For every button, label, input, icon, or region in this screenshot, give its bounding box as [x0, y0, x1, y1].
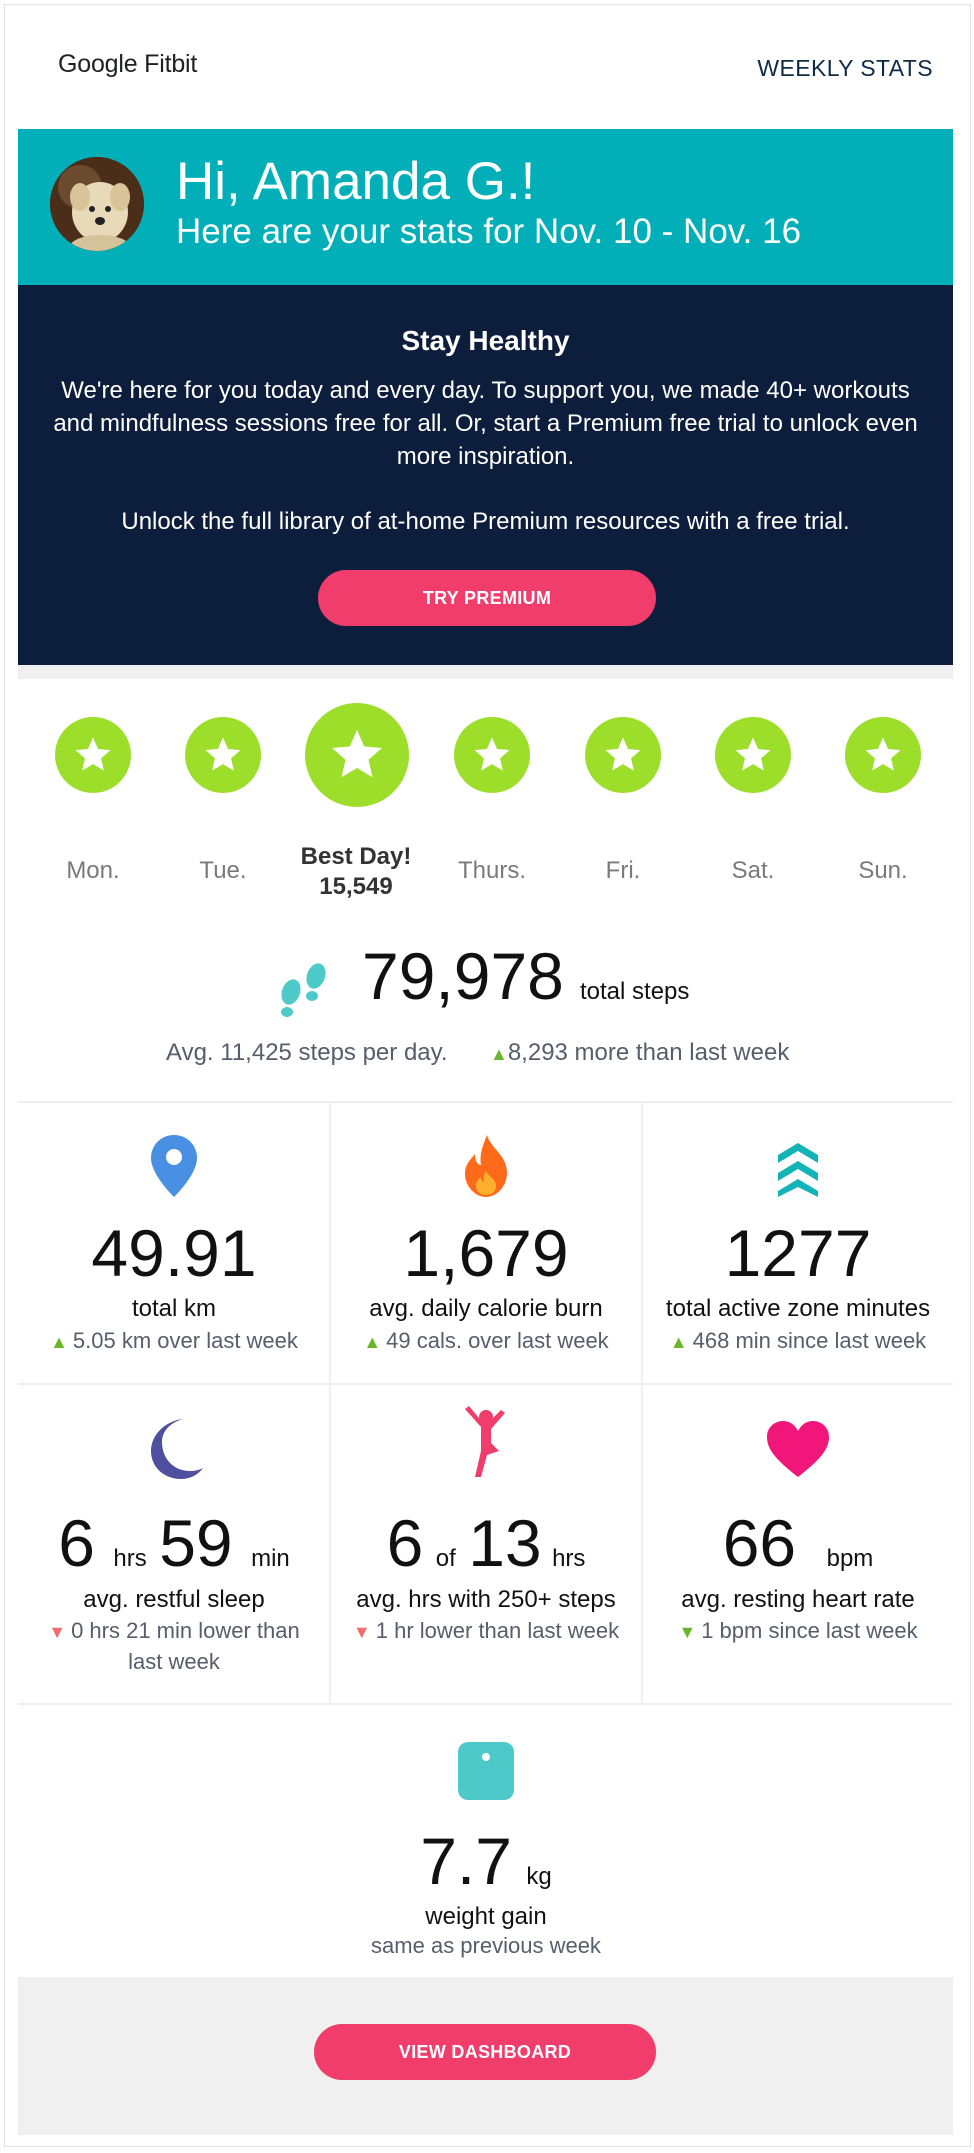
heart-value: 66 bpm — [722, 1506, 874, 1580]
total-steps-row: 79,978 total steps — [0, 938, 974, 1018]
view-dashboard-button[interactable]: VIEW DASHBOARD — [314, 2024, 656, 2080]
stat-heart: 66 bpm avg. resting heart rate ▼ 1 bpm s… — [642, 1385, 954, 1703]
hourly-value: 6 of 13 hrs — [386, 1506, 586, 1580]
weight-value: 7.7 kg — [420, 1824, 552, 1898]
best-day-label: Best Day! 15,549 — [291, 842, 421, 902]
day-label-thu: Thurs. — [457, 857, 526, 884]
divider — [18, 1101, 953, 1103]
divider-strip — [18, 665, 953, 679]
stat-distance: 49.91 total km ▲ 5.05 km over last week — [18, 1103, 330, 1383]
footsteps-icon — [274, 958, 336, 1025]
sleep-value: 6 hrs 59 min — [58, 1506, 290, 1580]
up-arrow-icon: ▲ — [50, 1332, 73, 1352]
azm-change: ▲ 468 min since last week — [669, 1328, 927, 1353]
weight-change: same as previous week — [371, 1933, 601, 1958]
stat-hourly: 6 of 13 hrs avg. hrs with 250+ steps ▼ 1… — [330, 1385, 642, 1703]
azm-value: 1277 — [724, 1216, 872, 1290]
day-label-mon: Mon. — [66, 857, 120, 884]
hourly-label: avg. hrs with 250+ steps — [356, 1586, 616, 1613]
weekly-stats-link[interactable]: WEEKLY STATS — [757, 55, 933, 81]
down-arrow-icon: ▼ — [352, 1622, 376, 1642]
moon-icon — [18, 1415, 330, 1481]
promo-body: We're here for you today and every day. … — [53, 377, 918, 470]
avg-steps: Avg. 11,425 steps per day. — [166, 1039, 448, 1066]
location-pin-icon — [18, 1133, 330, 1199]
star-icon — [585, 717, 661, 793]
avatar — [50, 157, 144, 251]
day-label-tue: Tue. — [199, 857, 247, 884]
best-day-title: Best Day! — [300, 843, 412, 870]
stat-sleep: 6 hrs 59 min avg. restful sleep ▼ 0 hrs … — [18, 1385, 330, 1703]
azm-label: total active zone minutes — [665, 1295, 931, 1322]
promo-body-secondary: Unlock the full library of at-home Premi… — [121, 508, 850, 535]
hourly-change: ▼ 1 hr lower than last week — [352, 1618, 620, 1643]
hero-banner: Hi, Amanda G.! Here are your stats for N… — [18, 129, 953, 285]
promo-section: Stay Healthy We're here for you today an… — [18, 285, 953, 665]
fitbit-logo[interactable]: Google Fitbit — [58, 50, 198, 78]
distance-change: ▲ 5.05 km over last week — [50, 1328, 298, 1353]
divider — [18, 1703, 953, 1705]
star-icon-best — [305, 703, 409, 807]
total-steps-unit: total steps — [580, 978, 690, 1005]
stat-calories: 1,679 avg. daily calorie burn ▲ 49 cals.… — [330, 1103, 642, 1383]
star-icon — [185, 717, 261, 793]
calories-label: avg. daily calorie burn — [369, 1295, 603, 1322]
flame-icon — [330, 1133, 642, 1199]
divider — [641, 1103, 643, 1703]
heart-change: ▼ 1 bpm since last week — [678, 1618, 918, 1643]
up-arrow-icon: ▲ — [363, 1332, 387, 1352]
stat-azm: 1277 total active zone minutes ▲ 468 min… — [642, 1103, 954, 1383]
sleep-change: ▼ 0 hrs 21 min lower than last week — [48, 1618, 300, 1674]
chevrons-up-icon — [642, 1133, 954, 1199]
header: Google Fitbit WEEKLY STATS — [18, 46, 953, 86]
steps-change: ▲8,293 more than last week — [490, 1039, 790, 1066]
try-premium-button[interactable]: TRY PREMIUM — [318, 570, 656, 626]
distance-label: total km — [131, 1295, 217, 1322]
stat-weight: 7.7 kg weight gain same as previous week — [330, 1705, 642, 1965]
calories-change: ▲ 49 cals. over last week — [363, 1328, 609, 1353]
sleep-label: avg. restful sleep — [83, 1586, 265, 1613]
promo-title: Stay Healthy — [401, 325, 570, 356]
heart-icon — [642, 1419, 954, 1479]
day-label-sun: Sun. — [858, 857, 908, 884]
star-icon — [845, 717, 921, 793]
best-day-steps: 15,549 — [319, 873, 393, 900]
day-label-sat: Sat. — [731, 857, 775, 884]
up-arrow-icon: ▲ — [490, 1044, 508, 1064]
weight-label: weight gain — [425, 1903, 547, 1930]
star-icon — [454, 717, 530, 793]
down-arrow-icon: ▼ — [48, 1622, 72, 1642]
up-arrow-icon: ▲ — [669, 1332, 693, 1352]
footer-section: VIEW DASHBOARD — [18, 1977, 953, 2135]
down-arrow-icon: ▼ — [678, 1622, 702, 1642]
greeting: Hi, Amanda G.! — [176, 152, 536, 211]
divider — [329, 1103, 331, 1703]
total-steps-value: 79,978 — [362, 939, 564, 1013]
active-person-icon — [330, 1405, 642, 1481]
calories-value: 1,679 — [403, 1216, 569, 1290]
star-icon — [55, 717, 131, 793]
scale-icon — [330, 1741, 642, 1801]
day-label-fri: Fri. — [605, 857, 641, 884]
heart-label: avg. resting heart rate — [681, 1586, 915, 1613]
divider — [18, 1383, 953, 1385]
distance-value: 49.91 — [91, 1216, 257, 1290]
star-icon — [715, 717, 791, 793]
date-range: Here are your stats for Nov. 10 - Nov. 1… — [176, 212, 802, 251]
